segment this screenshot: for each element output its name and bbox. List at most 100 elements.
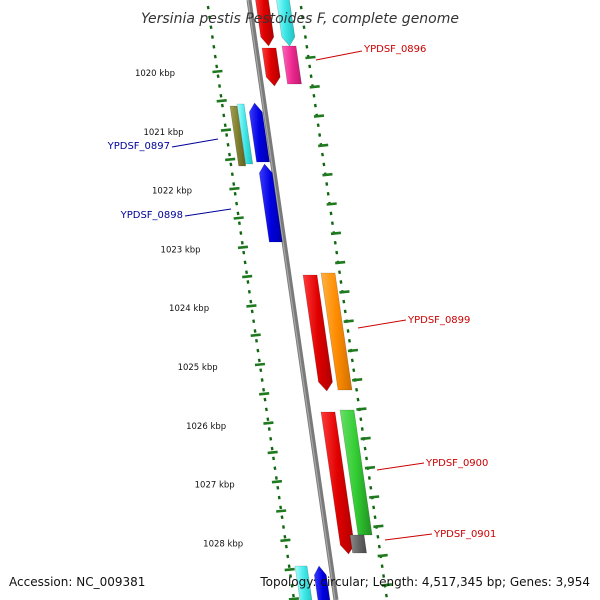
gene-bar-cyan[interactable] [275, 0, 296, 47]
gene-bar-0897[interactable] [248, 102, 270, 163]
rail-tick [289, 574, 293, 578]
rail-tick [339, 280, 343, 284]
rail-tick [216, 74, 220, 79]
gene-bar-red[interactable] [261, 47, 281, 87]
gene-bar-0901[interactable] [349, 534, 367, 554]
gene-bar-olive[interactable] [229, 105, 247, 167]
rail-tick [247, 289, 251, 294]
rail-tick [235, 201, 239, 206]
scale-label: 1028 kbp [203, 539, 243, 549]
rail-tick [299, 5, 303, 10]
rail-tick [215, 64, 219, 69]
scale-label: 1021 kbp [143, 128, 183, 138]
gene-bar-red[interactable] [254, 0, 275, 47]
rail-major-tick [259, 392, 270, 396]
rail-major-tick [322, 172, 333, 177]
rail-major-tick [271, 479, 283, 484]
rail-tick [259, 368, 263, 373]
label-leaders [171, 50, 433, 541]
gene-bar-red[interactable] [320, 411, 355, 555]
tick-rails [206, 5, 393, 600]
rail-tick [369, 485, 373, 490]
rail-tick [208, 15, 212, 20]
rail-major-tick [263, 421, 274, 425]
rail-tick [219, 93, 223, 98]
rail-tick [355, 387, 359, 392]
rail-tick [229, 162, 233, 167]
rail-tick [272, 456, 276, 461]
rail-tick [223, 123, 227, 128]
rail-major-tick [225, 157, 236, 162]
rail-tick [333, 240, 337, 245]
gene-bar-0896[interactable] [281, 45, 302, 85]
gene-bar-blue[interactable] [313, 565, 331, 600]
rail-tick [226, 142, 230, 147]
rail-tick [210, 35, 214, 39]
rail-tick [348, 338, 351, 343]
gene-bar-0900[interactable] [339, 409, 373, 536]
rail-tick [212, 44, 216, 49]
rail-major-tick [246, 304, 257, 308]
rail-tick [277, 495, 281, 500]
rail-tick [329, 211, 333, 216]
rail-tick [240, 240, 244, 245]
gene-label-0898[interactable]: YPDSF_0898 [120, 210, 183, 221]
rail-tick [206, 5, 210, 10]
gene-label-0901[interactable]: YPDSF_0901 [433, 529, 496, 540]
rail-tick [246, 280, 250, 284]
rail-tick [256, 348, 260, 353]
scale-label: 1024 kbp [169, 304, 209, 314]
gene-bar-red[interactable] [302, 274, 333, 392]
rail-tick [384, 593, 388, 598]
gene-bar-0899[interactable] [320, 272, 353, 391]
rail-major-tick [237, 245, 249, 250]
rail-tick [305, 44, 309, 49]
gene-bar-cyan[interactable] [236, 103, 254, 165]
rail-tick [274, 476, 278, 480]
gene-label-0896[interactable]: YPDSF_0896 [363, 44, 426, 55]
rail-tick [264, 407, 268, 412]
scale-label: 1026 kbp [186, 422, 226, 432]
leader-0899 [357, 319, 407, 329]
gene-bar-0898[interactable] [258, 163, 283, 243]
rail-major-tick [369, 495, 380, 499]
rail-major-tick [352, 378, 363, 382]
genome-backbone [246, 0, 339, 600]
genome-backbone-highlight [247, 0, 336, 600]
gene-label-0897[interactable]: YPDSF_0897 [107, 141, 170, 152]
rail-tick [270, 446, 274, 451]
rail-tick [376, 534, 380, 539]
rail-tick [255, 338, 258, 343]
leader-0896 [315, 50, 363, 61]
rail-tick [359, 417, 363, 422]
rail-major-tick [288, 597, 300, 600]
rail-tick [308, 64, 312, 69]
rail-tick [346, 329, 350, 333]
rail-tick [222, 113, 226, 118]
accession-text: Accession: NC_009381 [9, 575, 145, 589]
rail-tick [220, 103, 224, 108]
rail-tick [228, 152, 231, 157]
rail-tick [321, 152, 324, 157]
rail-major-tick [280, 538, 291, 543]
rail-tick [250, 309, 254, 314]
rail-major-tick [364, 465, 376, 470]
rail-tick [335, 250, 339, 255]
rail-tick [239, 231, 243, 235]
gene-bar-cyan[interactable] [294, 565, 313, 600]
rail-major-tick [326, 202, 337, 206]
rail-tick [290, 583, 294, 588]
rail-tick [350, 358, 354, 363]
rail-tick [237, 221, 241, 226]
rail-major-tick [305, 55, 316, 60]
rail-tick [263, 397, 267, 402]
rail-tick [266, 417, 270, 422]
gene-label-0900[interactable]: YPDSF_0900 [425, 458, 488, 469]
rail-major-tick [339, 290, 350, 294]
rail-major-tick [318, 143, 329, 148]
rail-tick [382, 574, 386, 578]
rail-tick [213, 54, 217, 59]
gene-label-0899[interactable]: YPDSF_0899 [407, 315, 470, 326]
rail-tick [352, 368, 356, 373]
rail-tick [303, 35, 307, 39]
